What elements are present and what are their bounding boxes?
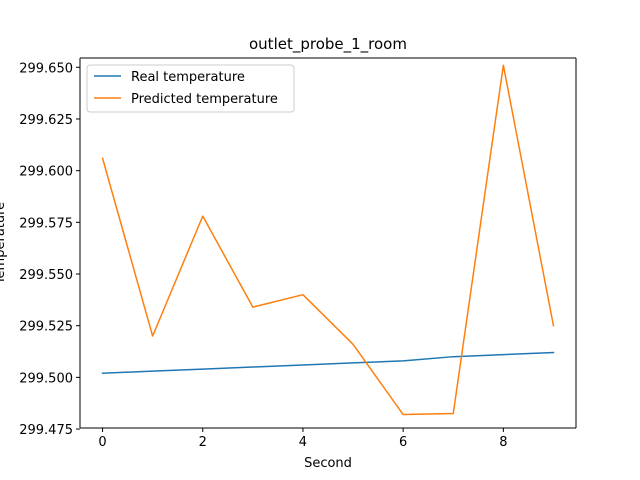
chart-title: outlet_probe_1_room bbox=[249, 35, 407, 54]
series-line-1 bbox=[101, 64, 555, 416]
y-tick-label: 299.550 bbox=[19, 268, 73, 283]
y-axis-label: Temperature bbox=[0, 202, 8, 285]
legend-box bbox=[86, 64, 295, 113]
x-tick-label: 4 bbox=[299, 435, 307, 450]
y-tick-label: 299.600 bbox=[19, 165, 73, 180]
y-axis-ticks: 299.475 299.500 299.525 299.550 299.575 299.6… bbox=[19, 61, 80, 438]
legend: Real temperature Predicted temperature bbox=[86, 64, 295, 113]
y-tick-label: 299.575 bbox=[19, 216, 73, 231]
x-tick-label: 6 bbox=[399, 435, 407, 450]
y-tick-label: 299.650 bbox=[19, 61, 73, 76]
series-line-0 bbox=[101, 351, 555, 375]
axes-frame bbox=[79, 57, 577, 429]
x-tick-label: 0 bbox=[98, 435, 106, 450]
legend-label-0: Real temperature bbox=[131, 70, 245, 85]
x-axis-ticks: 0 2 4 6 8 bbox=[98, 428, 507, 450]
series-lines bbox=[101, 64, 555, 416]
y-tick-label: 299.625 bbox=[19, 113, 73, 128]
y-tick-label: 299.525 bbox=[19, 320, 73, 335]
legend-label-1: Predicted temperature bbox=[131, 92, 278, 107]
plot-area bbox=[80, 58, 576, 428]
y-tick-label: 299.475 bbox=[19, 423, 73, 438]
x-tick-label: 8 bbox=[499, 435, 507, 450]
x-axis-label: Second bbox=[304, 456, 352, 471]
y-tick-label: 299.500 bbox=[19, 371, 73, 386]
x-tick-label: 2 bbox=[199, 435, 207, 450]
